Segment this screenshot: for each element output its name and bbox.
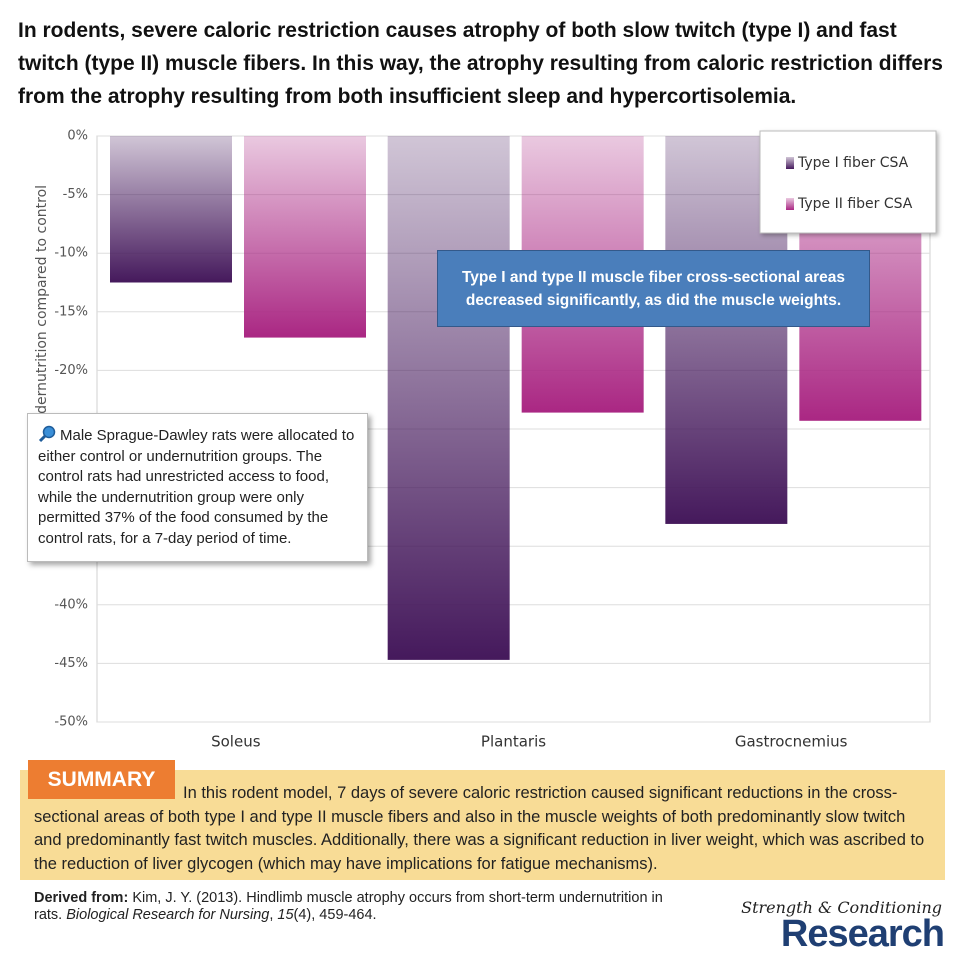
y-tick-label: -45% [54, 656, 88, 671]
y-tick-label: -10% [54, 246, 88, 261]
citation: Biological Research for Nursing [66, 907, 270, 923]
title: In rodents, severe caloric restriction c… [18, 19, 943, 108]
bar [110, 136, 232, 283]
source-label: Derived from: [34, 890, 129, 906]
bar [244, 136, 366, 338]
y-tick-label: -5% [63, 187, 88, 202]
y-axis-label: Undernutrition compared to control [34, 185, 50, 433]
logo-text: Research [780, 913, 945, 955]
y-tick-label: 0% [67, 129, 88, 144]
legend-box [759, 130, 937, 234]
citation: (4), 459-464. [293, 907, 377, 923]
x-tick-label: Gastrocnemius [735, 733, 848, 751]
annotation: Type I and type II muscle fiber cross-se… [437, 250, 870, 327]
summary-heading: SUMMARY [28, 760, 175, 799]
y-tick-label: -20% [54, 363, 88, 378]
bar [387, 136, 510, 660]
icon [38, 425, 56, 443]
y-tick-label: -15% [54, 304, 88, 319]
legend-swatch [786, 198, 794, 210]
citation: , [269, 907, 278, 923]
citation: 15 [277, 907, 294, 923]
legend-label: Type I fiber CSA [797, 155, 909, 171]
y-tick-label: -40% [54, 597, 88, 612]
callout: Male Sprague-Dawley rats were allocated … [27, 413, 368, 562]
y-tick-label: -50% [54, 715, 88, 730]
logo-text: Strength & Conditioning [741, 898, 942, 917]
callout-text: Male Sprague-Dawley rats were allocated … [38, 427, 355, 547]
x-tick-label: Soleus [211, 733, 261, 751]
legend-label: Type II fiber CSA [797, 196, 913, 212]
legend-swatch [786, 157, 794, 169]
source: Derived from: Kim, J. Y. (2013). Hindlim… [34, 890, 674, 924]
citation: Kim, J. Y. (2013). Hindlimb muscle atrop… [34, 890, 663, 923]
x-tick-label: Plantaris [481, 733, 546, 751]
chart: 0%-5%-10%-15%-20%-25%-30%-35%-40%-45%-50… [34, 129, 937, 751]
